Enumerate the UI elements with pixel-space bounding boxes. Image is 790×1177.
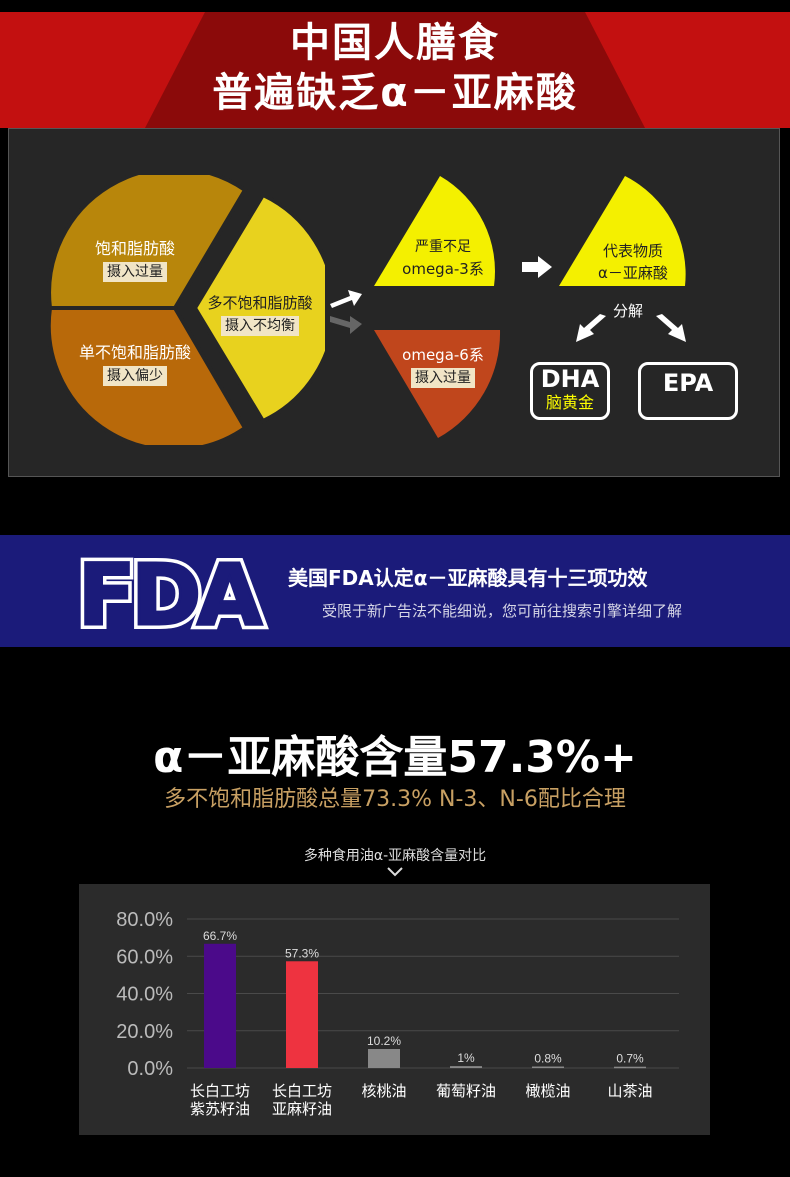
pie-arrows — [330, 290, 362, 334]
y-tick-label: 40.0% — [116, 984, 173, 1006]
x-category-label: 紫苏籽油 — [190, 1100, 250, 1118]
oil-comparison-bar-chart: 0.0%20.0%40.0%60.0%80.0%66.7%长白工坊紫苏籽油57.… — [116, 909, 679, 1118]
dha-box: DHA 脑黄金 — [530, 362, 610, 420]
decompose-label: 分解 — [613, 302, 644, 320]
dha-label: DHA — [540, 365, 600, 393]
alpha-content-headline: α－亚麻酸含量57.3%+ — [153, 732, 637, 783]
mono-label-group: 单不饱和脂肪酸 摄入偏少 — [60, 342, 210, 386]
title-line-1: 中国人膳食 — [290, 20, 500, 66]
saturated-tag: 摄入过量 — [103, 262, 167, 282]
omega3-wedge — [374, 176, 495, 286]
y-tick-label: 20.0% — [116, 1021, 173, 1043]
title-line-2: 普遍缺乏α－亚麻酸 — [212, 70, 578, 116]
epa-box: EPA — [638, 362, 738, 420]
x-category-label: 长白工坊 — [272, 1082, 332, 1100]
representative-wedge — [559, 176, 686, 286]
fda-logo-text: FDA — [78, 548, 262, 634]
saturated-label-group: 饱和脂肪酸 摄入过量 — [75, 238, 195, 282]
arrow-right-icon — [522, 256, 552, 278]
chart-panel: 0.0% 20.0% 40.0% 60.0% 80.0% 66.7% 长白工坊 紫苏籽油 57.… — [79, 884, 710, 1135]
poly-label-group: 多不饱和脂肪酸 摄入不均衡 — [195, 292, 325, 336]
omega6-tag: 摄入过量 — [411, 368, 475, 388]
dha-sub-label: 脑黄金 — [545, 393, 594, 412]
bar — [532, 1066, 564, 1069]
omega6-text: omega-6系 摄入过量 — [388, 344, 498, 388]
arrow-down-right-icon-2 — [656, 314, 686, 342]
omega3-text: 严重不足 omega-3系 — [388, 236, 498, 280]
bar-value-label: 1% — [457, 1051, 475, 1065]
epa-label: EPA — [662, 369, 714, 397]
fda-band — [0, 535, 790, 647]
representative-line2: α－亚麻酸 — [598, 264, 668, 282]
chart-caption: 多种食用油α-亚麻酸含量对比 — [303, 848, 487, 864]
chevron-down-icon — [387, 867, 403, 877]
bar-value-label: 0.8% — [534, 1052, 562, 1066]
y-tick-label: 0.0% — [127, 1058, 173, 1080]
poly-total-subline: 多不饱和脂肪酸总量73.3% N-3、N-6配比合理 — [164, 787, 626, 812]
bar-value-label: 0.7% — [616, 1052, 644, 1066]
arrow-down-left-icon — [576, 314, 606, 342]
pie-slice-poly — [192, 192, 325, 424]
x-category-label: 长白工坊 — [190, 1082, 250, 1100]
bar — [204, 943, 236, 1068]
bar — [286, 961, 318, 1068]
fda-logo: FDA FDA — [78, 548, 271, 634]
omega3-line1: 严重不足 — [415, 239, 471, 255]
representative-text: 代表物质 α－亚麻酸 — [578, 240, 688, 284]
bar-value-label: 66.7% — [203, 929, 237, 943]
svg-text:FDA: FDA — [78, 548, 262, 634]
poly-tag: 摄入不均衡 — [221, 316, 299, 336]
x-category-label: 亚麻籽油 — [272, 1100, 332, 1118]
saturated-label: 饱和脂肪酸 — [94, 239, 175, 258]
omega3-line2: omega-3系 — [402, 260, 484, 278]
page-title: 中国人膳食 普遍缺乏α－亚麻酸 — [0, 18, 790, 118]
fda-title: 美国FDA认定α－亚麻酸具有十三项功效 — [288, 566, 648, 590]
pie-slice-saturated — [47, 175, 248, 310]
bar — [614, 1066, 646, 1069]
title-banner-trapezoid — [145, 12, 645, 128]
bar-value-label: 10.2% — [367, 1034, 401, 1048]
representative-line1: 代表物质 — [602, 242, 663, 260]
x-category-label: 葡萄籽油 — [436, 1082, 496, 1100]
mono-tag: 摄入偏少 — [103, 366, 167, 386]
y-tick-label: 80.0% — [116, 909, 173, 931]
x-category-label: 山茶油 — [607, 1082, 652, 1100]
arrow-down-right-icon — [330, 316, 362, 334]
fda-subtitle: 受限于新广告法不能细说，您可前往搜索引擎详细了解 — [322, 602, 683, 620]
omega6-line1: omega-6系 — [402, 346, 484, 364]
x-category-label: 橄榄油 — [525, 1082, 570, 1100]
mono-label: 单不饱和脂肪酸 — [78, 343, 191, 362]
poly-label: 多不饱和脂肪酸 — [207, 294, 313, 312]
y-tick-label: 60.0% — [116, 946, 173, 968]
bar — [368, 1049, 400, 1068]
x-category-label: 核桃油 — [361, 1082, 406, 1100]
bar-value-label: 57.3% — [285, 946, 319, 960]
bar — [450, 1066, 482, 1068]
arrow-up-right-icon — [330, 290, 362, 308]
